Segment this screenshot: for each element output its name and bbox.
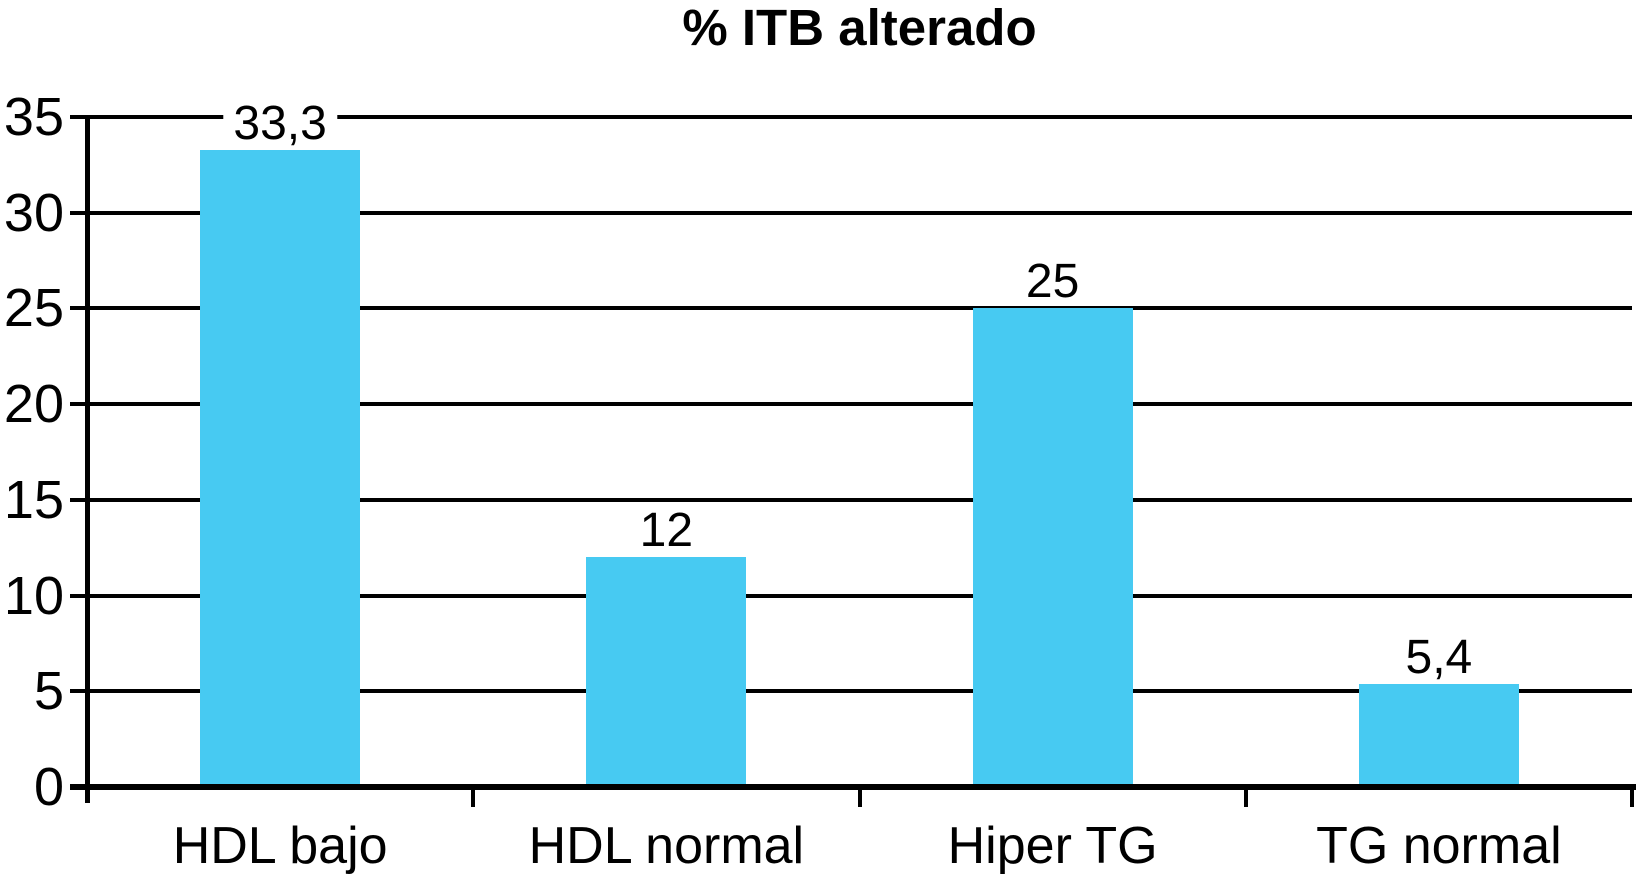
gridline-y-30 (87, 210, 1632, 215)
xtick-label-1: HDL normal (528, 817, 805, 875)
ytick-label-35: 35 (3, 87, 64, 147)
xtick-mark-3 (1243, 787, 1248, 807)
bar-value-label-0: 33,3 (223, 99, 337, 148)
ytick-mark-15 (70, 497, 87, 502)
xtick-mark-1 (471, 787, 476, 807)
ytick-label-0: 0 (33, 757, 64, 817)
gridline-y-10 (87, 593, 1632, 598)
bar-value-label-3: 5,4 (1395, 633, 1483, 682)
ytick-label-30: 30 (3, 182, 64, 243)
ytick-mark-25 (70, 306, 87, 311)
gridline-y-25 (87, 306, 1632, 311)
gridline-y-5 (87, 689, 1632, 694)
ytick-label-5: 5 (33, 661, 64, 722)
y-axis-line (85, 115, 90, 803)
bar-3 (1358, 683, 1519, 787)
bar-value-label-1: 12 (629, 507, 704, 556)
ytick-mark-35 (70, 115, 87, 119)
bar-1 (586, 557, 747, 787)
xtick-mark-4 (1630, 787, 1634, 807)
x-axis-line (70, 784, 1636, 790)
xtick-mark-2 (857, 787, 862, 807)
bar-0 (200, 149, 361, 787)
ytick-mark-30 (70, 210, 87, 215)
ytick-label-25: 25 (3, 278, 64, 339)
gridline-y-35 (87, 115, 1632, 119)
ytick-label-20: 20 (3, 374, 64, 435)
ytick-label-15: 15 (3, 469, 64, 530)
gridline-y-20 (87, 402, 1632, 407)
chart-title: % ITB alterado (682, 0, 1037, 56)
ytick-mark-20 (70, 402, 87, 407)
bar-value-label-2: 25 (1015, 258, 1090, 307)
xtick-label-3: TG normal (1316, 817, 1562, 875)
ytick-label-10: 10 (3, 565, 64, 626)
ytick-mark-10 (70, 593, 87, 598)
xtick-label-0: HDL bajo (172, 817, 388, 875)
bar-2 (972, 308, 1133, 787)
xtick-label-2: Hiper TG (947, 817, 1158, 875)
gridline-y-15 (87, 497, 1632, 502)
ytick-mark-5 (70, 689, 87, 694)
